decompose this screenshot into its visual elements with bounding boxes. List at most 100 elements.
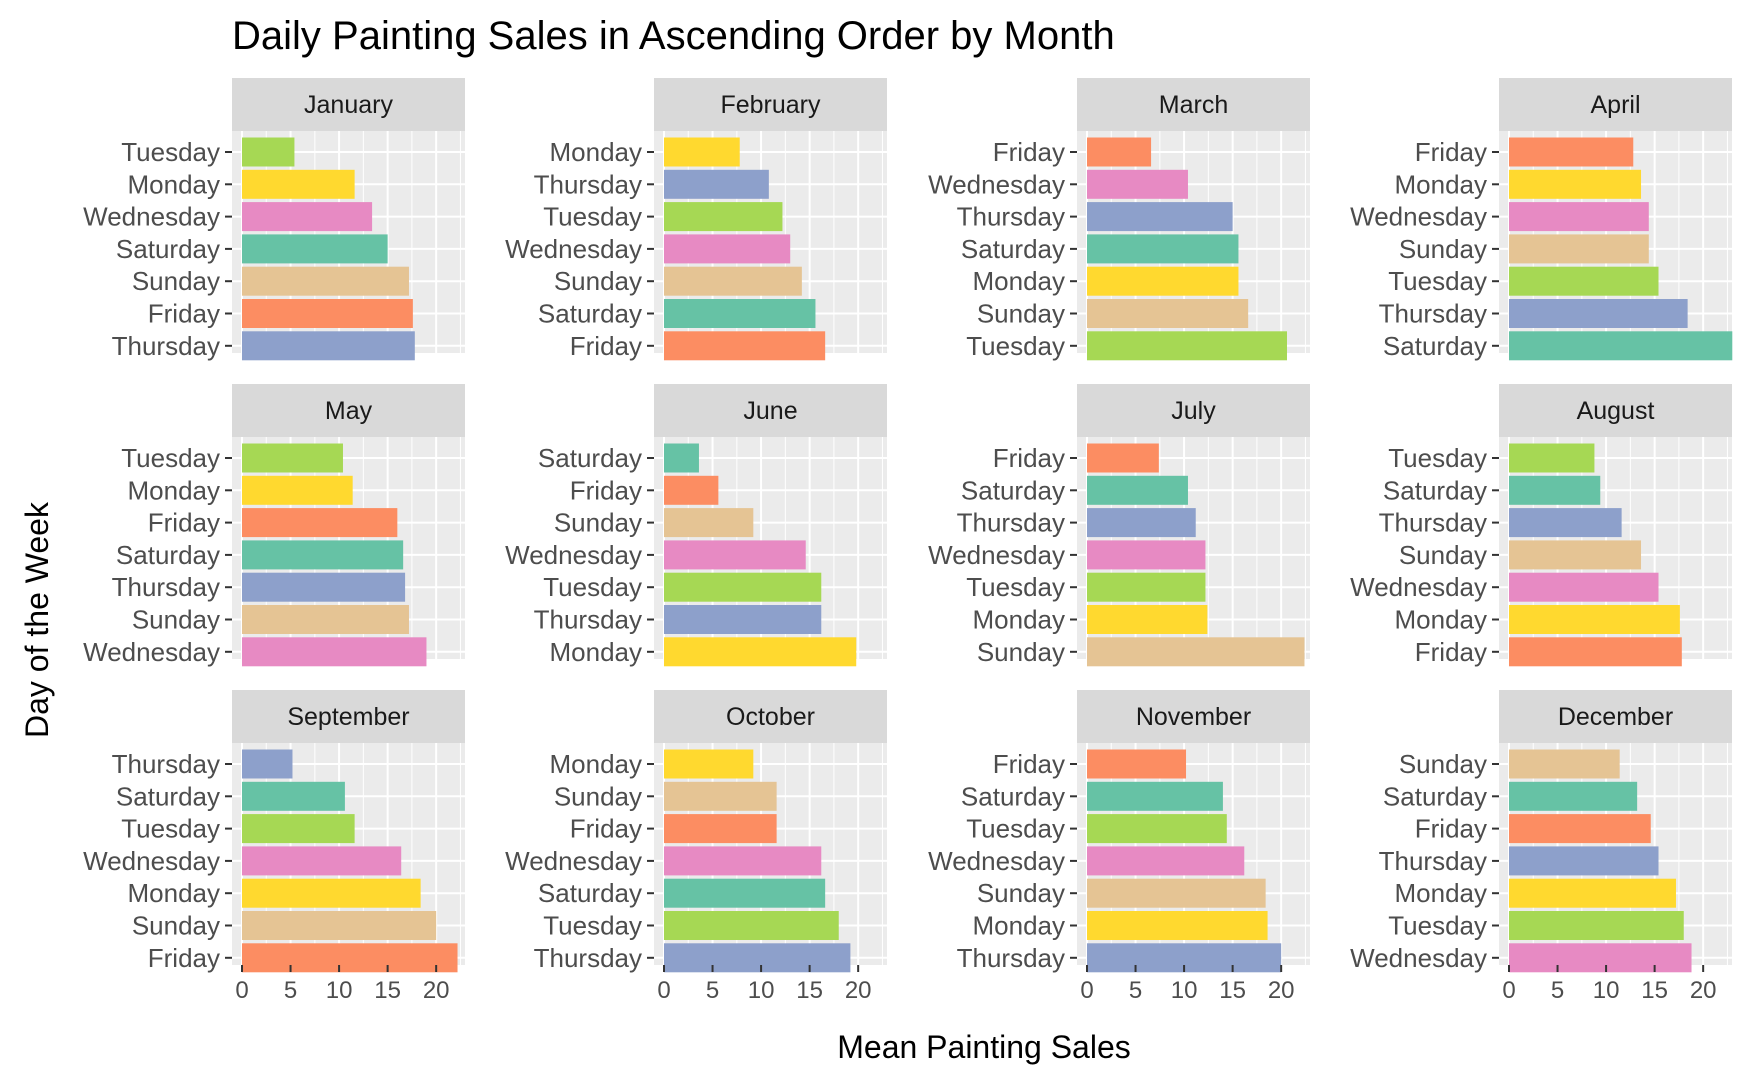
y-tick-label: Sunday (132, 605, 220, 635)
facet-strip (1077, 690, 1310, 743)
bar-saturday (1509, 781, 1638, 811)
y-tick-label: Sunday (1399, 540, 1487, 570)
y-tick-label: Saturday (538, 878, 642, 908)
facet-strip (654, 78, 887, 131)
x-tick-label: 15 (374, 977, 401, 1004)
y-tick-label: Sunday (1399, 749, 1487, 779)
y-tick-label: Wednesday (505, 234, 642, 264)
x-tick-label: 15 (1219, 977, 1246, 1004)
x-tick-label: 10 (1593, 977, 1620, 1004)
chart-title: Daily Painting Sales in Ascending Order … (232, 14, 1115, 58)
y-tick-label: Wednesday (928, 540, 1065, 570)
bar-wednesday (1509, 572, 1659, 602)
y-tick-label: Saturday (538, 299, 642, 329)
bar-wednesday (1509, 202, 1649, 232)
facet-panel-november: November FridaySaturdayTuesdayWednesdaySu… (928, 690, 1310, 1004)
bar-sunday (242, 266, 409, 296)
bar-sunday (1509, 234, 1649, 264)
bar-tuesday (1509, 911, 1684, 940)
y-tick-label: Friday (570, 331, 642, 361)
y-tick-label: Tuesday (543, 911, 642, 941)
y-tick-label: Thursday (534, 943, 642, 973)
bar-saturday (1087, 475, 1188, 505)
y-tick-label: Thursday (112, 749, 220, 779)
bar-thursday (1509, 508, 1622, 538)
y-tick-label: Friday (993, 137, 1065, 167)
y-tick-label: Tuesday (966, 814, 1065, 844)
y-tick-label: Friday (993, 443, 1065, 473)
y-tick-label: Tuesday (121, 443, 220, 473)
bar-friday (1087, 749, 1187, 779)
facet-panel-december: December SundaySaturdayFridayThursdayMond… (1350, 690, 1732, 1004)
facet-strip-label: January (304, 91, 393, 119)
y-tick-label: Tuesday (966, 331, 1065, 361)
bar-thursday (242, 331, 415, 361)
bar-tuesday (1087, 814, 1227, 844)
facet-strip-label: October (726, 703, 815, 731)
facet-strip-label: April (1590, 91, 1640, 119)
bar-wednesday (242, 846, 402, 876)
y-tick-label: Friday (148, 508, 220, 538)
y-tick-label: Wednesday (1350, 202, 1487, 232)
y-tick-label: Saturday (116, 234, 220, 264)
facet-strip (1499, 78, 1732, 131)
bar-thursday (1087, 202, 1233, 232)
facet-strip (1077, 78, 1310, 131)
facet-strip-label: December (1558, 703, 1673, 731)
y-tick-label: Thursday (1379, 299, 1487, 329)
bar-thursday (1509, 299, 1688, 328)
bar-saturday (242, 234, 388, 264)
y-tick-label: Thursday (534, 169, 642, 199)
bar-monday (242, 475, 353, 505)
bar-tuesday (242, 443, 343, 473)
y-tick-label: Sunday (132, 911, 220, 941)
y-tick-label: Saturday (116, 781, 220, 811)
facet-strip-label: May (325, 397, 373, 425)
y-tick-label: Tuesday (1388, 266, 1487, 296)
y-tick-label: Friday (993, 749, 1065, 779)
bar-monday (1087, 266, 1239, 296)
bar-friday (1509, 814, 1651, 844)
bar-monday (242, 878, 421, 908)
y-tick-label: Thursday (957, 202, 1065, 232)
bar-friday (1509, 637, 1682, 667)
y-tick-label: Monday (550, 137, 643, 167)
facet-strip (232, 690, 465, 743)
facet-strip (654, 384, 887, 437)
x-tick-label: 10 (326, 977, 353, 1004)
bar-sunday (1509, 749, 1620, 779)
facet-panels: JanuaryTuesdayMondayWednesdaySaturdaySun… (83, 78, 1733, 1004)
bar-monday (242, 169, 355, 199)
y-tick-label: Sunday (977, 299, 1065, 329)
y-tick-label: Sunday (977, 637, 1065, 667)
facet-strip (654, 690, 887, 743)
y-tick-label: Tuesday (543, 572, 642, 602)
y-tick-label: Monday (1395, 878, 1488, 908)
x-tick-label: 5 (284, 977, 297, 1004)
bar-sunday (1087, 637, 1305, 667)
y-tick-label: Saturday (1383, 781, 1487, 811)
y-tick-label: Wednesday (505, 540, 642, 570)
y-tick-label: Saturday (1383, 331, 1487, 361)
bar-tuesday (242, 814, 355, 844)
y-tick-label: Monday (128, 475, 221, 505)
bar-thursday (664, 943, 851, 973)
facet-panel-april: April FridayMondayWednesdaySundayTuesdayT… (1350, 78, 1733, 361)
y-tick-label: Monday (128, 878, 221, 908)
bar-sunday (664, 266, 802, 296)
x-tick-label: 20 (1690, 977, 1717, 1004)
facet-panel-february: February MondayThursdayTuesdayWednesdaySu… (505, 78, 887, 361)
facet-panel-august: August TuesdaySaturdayThursdaySundayWedne… (1350, 384, 1732, 667)
bar-monday (664, 637, 857, 667)
bar-sunday (664, 781, 777, 811)
bar-monday (1509, 169, 1642, 199)
y-tick-label: Monday (1395, 605, 1488, 635)
y-tick-label: Wednesday (505, 846, 642, 876)
bar-sunday (1509, 540, 1642, 570)
x-tick-label: 0 (1502, 977, 1515, 1004)
facet-strip-label: February (720, 91, 821, 119)
bar-thursday (664, 605, 822, 634)
bar-wednesday (664, 540, 806, 570)
y-tick-label: Friday (148, 299, 220, 329)
